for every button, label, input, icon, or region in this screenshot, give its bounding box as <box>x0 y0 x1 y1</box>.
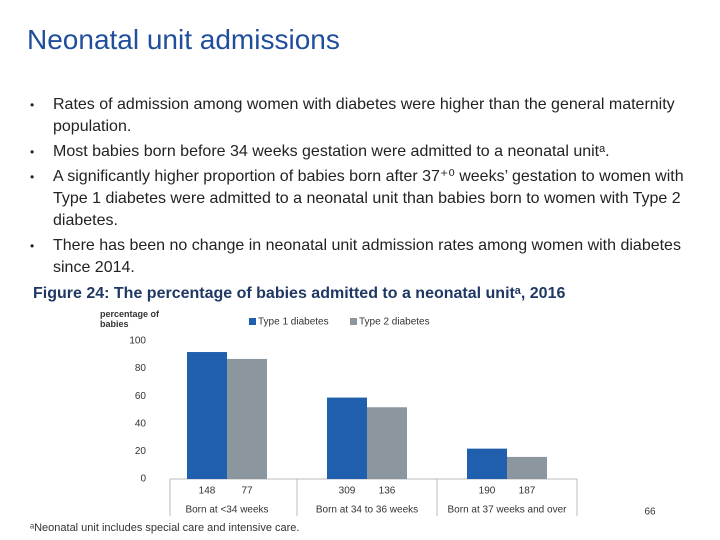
bar <box>187 352 227 479</box>
x-tick-label: Born at <34 weeks <box>185 505 268 516</box>
sample-size-label: 187 <box>519 486 536 497</box>
legend-swatch <box>249 318 256 325</box>
bullet: There has been no change in neonatal uni… <box>30 235 706 279</box>
sample-size-label: 309 <box>339 486 356 497</box>
bar <box>227 358 267 479</box>
y-tick-label: 80 <box>135 363 147 374</box>
sample-size-label: 148 <box>199 486 216 497</box>
x-tick-label: Born at 34 to 36 weeks <box>316 505 418 516</box>
legend-label: Type 1 diabetes <box>258 317 329 328</box>
y-tick-label: 20 <box>135 446 147 457</box>
y-axis-label-box: percentage of babies <box>100 309 160 329</box>
bar <box>367 407 407 479</box>
y-tick-label: 100 <box>129 336 146 347</box>
y-tick-label: 60 <box>135 391 147 402</box>
bullet-list: Rates of admission among women with diab… <box>30 94 706 282</box>
bar <box>327 397 367 479</box>
footnote: ᵃNeonatal unit includes special care and… <box>30 522 300 534</box>
bar <box>507 456 547 479</box>
slide-title: Neonatal unit admissions <box>27 24 340 55</box>
bar <box>467 448 507 479</box>
x-tick-label: Born at 37 weeks and over <box>448 505 568 516</box>
bullet: Rates of admission among women with diab… <box>30 94 706 138</box>
y-axis-label: percentage of babies <box>100 309 160 329</box>
y-tick-label: 40 <box>135 418 147 429</box>
bullet: Most babies born before 34 weeks gestati… <box>30 141 706 163</box>
sample-size-label: 77 <box>241 486 253 497</box>
y-tick-label: 0 <box>140 474 146 485</box>
legend-swatch <box>350 318 357 325</box>
legend-label: Type 2 diabetes <box>359 317 430 328</box>
sample-size-label: 136 <box>379 486 396 497</box>
bullet: A significantly higher proportion of bab… <box>30 166 706 232</box>
page-number: 66 <box>644 507 656 518</box>
sample-size-label: 190 <box>479 486 496 497</box>
chart-title: Figure 24: The percentage of babies admi… <box>33 285 566 302</box>
